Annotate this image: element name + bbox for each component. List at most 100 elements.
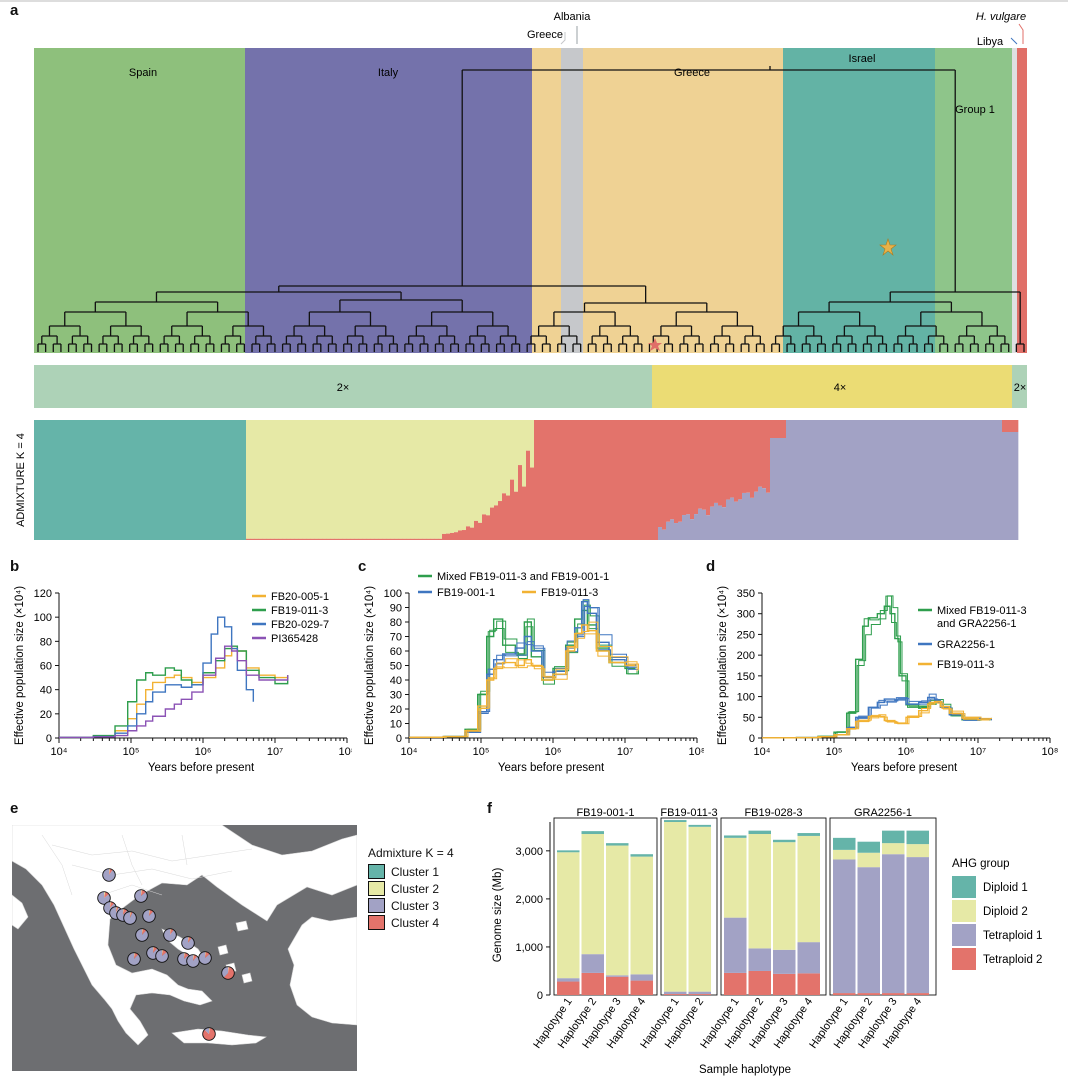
admixture-bar-132-c3: [562, 420, 567, 540]
admixture-bar-243-c4: [1006, 432, 1011, 540]
admixture-bar-71-c3: [318, 538, 323, 540]
admixture-bar-215-c4: [894, 420, 899, 540]
admixture-bar-171-c3: [718, 420, 723, 506]
admixture-bar-211-c4: [878, 420, 883, 540]
admixture-bar-242-c4: [1002, 432, 1007, 540]
legend: Mixed FB19-011-3 and FB19-001-1 FB19-001-…: [418, 572, 609, 599]
series-3: [59, 645, 289, 739]
admixture-bar-82-c3: [362, 538, 367, 540]
admixture-bar-155-c3: [654, 420, 659, 540]
bar-1-1-1: [688, 991, 711, 995]
admixture-bar-101-c3: [438, 538, 443, 540]
admixture-bar-34-c1: [170, 420, 175, 540]
admixture-bar-109-c2: [470, 420, 475, 528]
admixture-bar-83-c3: [366, 538, 371, 540]
y-tick-label-0: 0: [396, 733, 402, 745]
admixture-bar-230-c4: [954, 420, 959, 540]
sample-pie-slice-5-3: [123, 911, 137, 925]
admixture-bar-181-c3: [758, 420, 763, 487]
panel-label-c: c: [358, 558, 367, 575]
admixture-bar-154-c3: [650, 420, 655, 540]
bar-3-2-2: [882, 843, 905, 855]
admixture-bar-183-c3: [766, 420, 771, 493]
bar-2-1-2: [748, 834, 771, 949]
admixture-bar-20-c1: [114, 420, 119, 540]
x-tick-label-5: 10⁵: [826, 746, 843, 758]
y-tick-label-5: 250: [737, 629, 755, 641]
admixture-bar-120-c2: [514, 420, 519, 492]
admixture-bar-158-c3: [666, 420, 671, 522]
admixture-bar-82-c2: [362, 420, 367, 539]
admixture-bar-9-c1: [70, 420, 75, 540]
bar-0-3-3: [630, 854, 653, 857]
bar-0-2-2: [606, 845, 629, 976]
admixture-bar-121-c2: [518, 420, 523, 466]
admixture-bar-97-c3: [422, 538, 427, 540]
admixture-bar-53-c3: [246, 538, 251, 540]
admixture-bar-78-c2: [346, 420, 351, 539]
group-title-3: GRA2256-1: [854, 807, 912, 819]
admixture-bar-186-c3: [778, 420, 783, 438]
admixture-bar-196-c4: [818, 420, 823, 540]
region-label-albania: Albania: [554, 11, 592, 23]
admixture-bar-44-c1: [210, 420, 215, 540]
star-marker-israel: [879, 238, 897, 256]
admixture-bar-42-c1: [202, 420, 207, 540]
admixture-bar-37-c1: [182, 420, 187, 540]
bar-0-2-1: [606, 975, 629, 977]
admixture-bar-71-c2: [318, 420, 323, 539]
sample-pie-slice-9-1: [170, 928, 171, 935]
x-tick-label-6: 10⁶: [195, 746, 212, 758]
region-band-3: [561, 48, 583, 353]
admixture-bar-176-c4: [738, 499, 743, 540]
series-1: [409, 599, 640, 738]
admixture-bar-76-c2: [338, 420, 343, 539]
admixture-bar-116-c3: [498, 501, 503, 540]
admixture-bar-49-c1: [230, 420, 235, 540]
admixture-bar-4-c1: [50, 420, 55, 540]
admixture-bar-104-c3: [450, 532, 455, 540]
admixture-bar-102-c2: [442, 420, 447, 534]
sample-pie-outline-5: [123, 911, 137, 925]
admixture-bar-85-c3: [374, 538, 379, 540]
star-marker-greece: [648, 338, 662, 351]
sample-pie-17: [221, 966, 235, 980]
admixture-bar-76-c3: [338, 538, 343, 540]
admixture-bar-100-c2: [434, 420, 439, 539]
region-band-7: [1012, 48, 1017, 353]
y-tick-label-6: 300: [737, 609, 755, 621]
sample-pie-slice-13-1: [134, 952, 135, 959]
sample-pie-slice-10-3: [181, 936, 195, 950]
x-tick-label-8: 10⁸: [1042, 746, 1059, 758]
bar-2-1-1: [748, 948, 771, 971]
admixture-bar-57-c2: [262, 420, 267, 539]
x-tick-label-7: 10⁷: [617, 746, 633, 758]
bar-2-1-0: [748, 970, 771, 995]
region-backgrounds: [34, 48, 1027, 353]
map-legend-label-2: Cluster 3: [391, 898, 440, 913]
admixture-bar-159-c3: [670, 420, 675, 520]
admixture-bar-103-c3: [446, 533, 451, 540]
admixture-bar-100-c3: [434, 538, 439, 540]
series-line-2-0: [59, 616, 255, 739]
admixture-bar-56-c3: [258, 538, 263, 540]
y-tick-label-3: 150: [737, 671, 755, 683]
sample-pie-6: [134, 889, 148, 903]
sample-pie-slice-3-2: [116, 906, 119, 913]
admixture-bar-66-c3: [298, 538, 303, 540]
admixture-bar-199-c4: [830, 420, 835, 540]
admixture-bar-236-c4: [978, 420, 983, 540]
group-title-0: FB19-001-1: [576, 807, 634, 819]
sample-pie-outline-9: [163, 928, 177, 942]
admixture-bar-217-c4: [902, 420, 907, 540]
y-tick-label-6: 60: [390, 646, 402, 658]
admixture-bar-112-c3: [482, 514, 487, 540]
node-markers: [648, 238, 897, 351]
admixture-bar-102-c3: [442, 533, 447, 540]
admixture-bar-201-c4: [838, 420, 843, 540]
series-line-2-0: [409, 624, 636, 738]
sample-pie-slice-8-3: [135, 928, 149, 942]
admixture-bar-165-c4: [694, 514, 699, 540]
sample-pie-slice-13-2: [134, 952, 139, 959]
admixture-bar-224-c4: [930, 420, 935, 540]
